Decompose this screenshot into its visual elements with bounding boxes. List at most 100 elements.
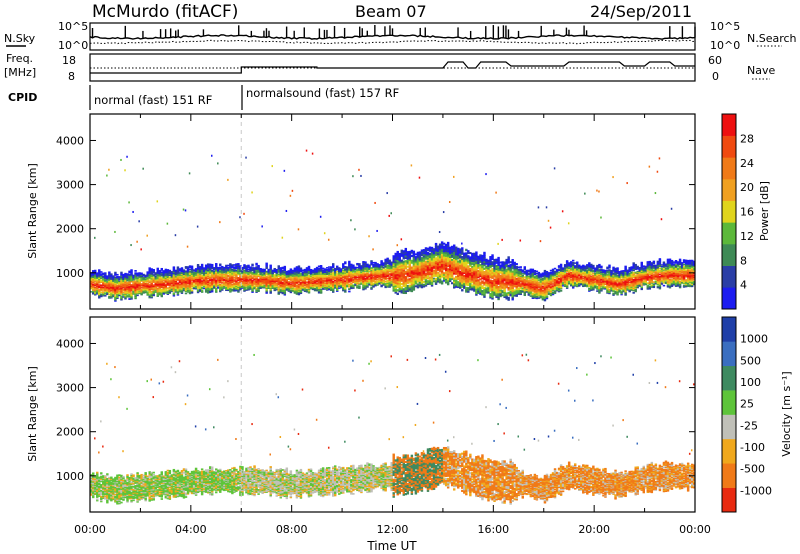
heatmap-cell (166, 277, 170, 279)
heatmap-cell (182, 271, 186, 274)
heatmap-cell (156, 289, 159, 292)
heatmap-cell (196, 280, 200, 283)
heatmap-cell (315, 272, 319, 274)
heatmap-cell (208, 272, 212, 275)
power-heatmap (90, 114, 696, 309)
heatmap-cell (295, 292, 299, 294)
heatmap-cell (186, 285, 190, 287)
heatmap-cell (180, 275, 184, 278)
heatmap-cell (130, 274, 133, 277)
heatmap-cell (144, 276, 147, 278)
heatmap-cell (142, 290, 145, 293)
heatmap-cell (164, 280, 168, 283)
heatmap-cell (162, 275, 166, 278)
heatmap-cell (221, 268, 224, 271)
heatmap-cell (233, 264, 236, 266)
heatmap-cell (285, 288, 289, 290)
heatmap-cell (307, 280, 311, 283)
heatmap-cell (223, 285, 226, 288)
heatmap-cell (180, 278, 184, 281)
heatmap-cell (202, 283, 206, 286)
heatmap-cell (247, 265, 250, 268)
heatmap-cell (303, 268, 307, 271)
heatmap-cell (233, 284, 236, 287)
heatmap-cell (208, 275, 212, 277)
heatmap-cell (148, 291, 151, 294)
heatmap-cell (251, 272, 254, 275)
heatmap-cell (211, 284, 214, 286)
heatmap-cell (128, 276, 131, 279)
heatmap-cell (229, 278, 232, 280)
heatmap-cell (283, 293, 287, 296)
heatmap-cell (158, 279, 161, 282)
heatmap-cell (245, 283, 248, 285)
heatmap-cell (160, 284, 163, 286)
heatmap-cell (184, 279, 188, 282)
heatmap-cell (219, 277, 222, 279)
heatmap-cell (126, 286, 129, 289)
heatmap-cell (293, 278, 297, 280)
heatmap-cell (198, 289, 202, 291)
heatmap-cell (223, 271, 226, 274)
heatmap-cell (132, 292, 135, 294)
heatmap-cell (273, 286, 276, 288)
heatmap-cell (172, 280, 176, 283)
heatmap-cell (134, 284, 137, 287)
heatmap-cell (128, 295, 131, 298)
heatmap-cell (194, 287, 198, 289)
heatmap-cell (104, 289, 107, 292)
heatmap-cell (267, 282, 270, 284)
heatmap-cell (134, 273, 137, 276)
heatmap-cell (138, 288, 141, 291)
heatmap-cell (259, 284, 262, 286)
noise-panel: N.Sky 10^5 10^0 10^5 10^0 N.Search (4, 20, 797, 52)
heatmap-cell (309, 286, 313, 288)
heatmap-cell (231, 266, 234, 269)
heatmap-cell (190, 283, 194, 285)
heatmap-cell (291, 285, 295, 288)
heatmap-cell (128, 279, 131, 282)
heatmap-cell (277, 283, 280, 286)
heatmap-cell (92, 274, 95, 277)
heatmap-cell (154, 279, 157, 282)
heatmap-cell (267, 275, 270, 277)
heatmap-cell (231, 281, 234, 283)
heatmap-cell (104, 295, 107, 297)
heatmap-cell (184, 280, 188, 283)
heatmap-cell (158, 286, 161, 289)
heatmap-cell (100, 281, 103, 283)
heatmap-cell (259, 276, 262, 279)
heatmap-cell (273, 279, 276, 282)
heatmap-cell (192, 284, 196, 287)
heatmap-cell (132, 283, 135, 285)
heatmap-cell (114, 281, 117, 283)
heatmap-cell (233, 287, 236, 290)
heatmap-cell (269, 285, 272, 287)
noise-search-series (89, 39, 696, 45)
heatmap-cell (112, 291, 115, 293)
heatmap-cell (307, 286, 311, 288)
heatmap-cell (273, 276, 276, 278)
heatmap-cell (281, 273, 284, 275)
heatmap-cell (237, 277, 240, 279)
heatmap-cell (281, 288, 284, 290)
heatmap-cell (317, 288, 321, 291)
heatmap-cell (202, 276, 206, 278)
heatmap-cell (227, 268, 230, 270)
heatmap-cell (104, 287, 107, 290)
heatmap-cell (259, 283, 262, 285)
heatmap-cell (237, 273, 240, 276)
heatmap-cell (208, 291, 212, 294)
heatmap-cell (146, 272, 149, 274)
heatmap-cell (190, 284, 194, 286)
heatmap-cell (305, 286, 309, 288)
heatmap-cell (192, 280, 196, 282)
heatmap-cell (269, 286, 272, 289)
heatmap-cell (188, 287, 192, 290)
heatmap-cell (263, 276, 266, 278)
heatmap-cell (315, 273, 319, 275)
heatmap-cell (305, 276, 309, 279)
heatmap-cell (164, 292, 168, 294)
heatmap-cell (130, 296, 133, 299)
heatmap-cell (245, 288, 248, 290)
